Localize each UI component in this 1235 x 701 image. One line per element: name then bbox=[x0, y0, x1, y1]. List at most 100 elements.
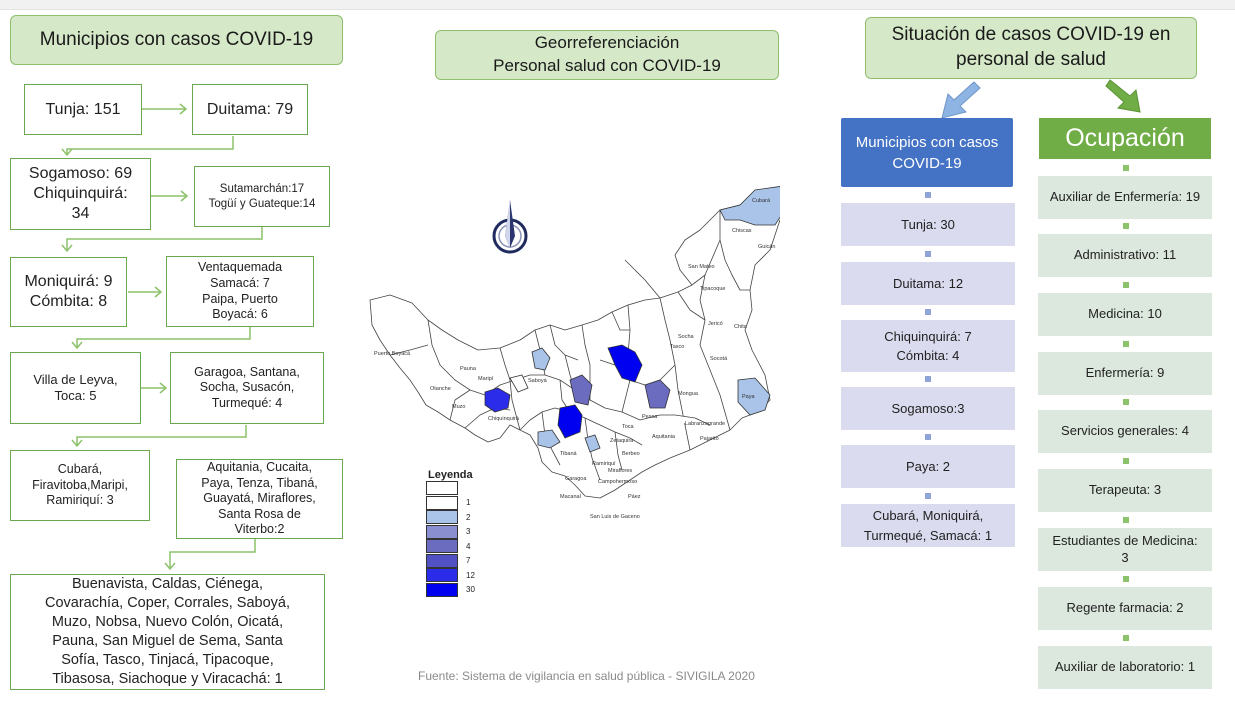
legend-item bbox=[426, 481, 496, 496]
map-label-ramiriqui: Ramiriquí bbox=[592, 461, 616, 467]
source-text: Fuente: Sistema de vigilancia en salud p… bbox=[418, 669, 755, 683]
occupation-item: Servicios generales: 4 bbox=[1038, 410, 1212, 453]
legend-item: 30 bbox=[426, 582, 496, 598]
map-label-maripi: Maripí bbox=[478, 376, 494, 382]
legend-swatch bbox=[426, 481, 458, 496]
map-region-tunja bbox=[557, 404, 583, 439]
muni-box-sutamarchan: Sutamarchán:17 Togüí y Guateque:14 bbox=[194, 166, 330, 227]
map-label-miraflores: Miraflores bbox=[608, 468, 632, 474]
legend-label: 30 bbox=[466, 585, 475, 595]
connector-dot bbox=[1123, 223, 1129, 229]
map-label-mongua: Mongua bbox=[678, 391, 699, 397]
legend-swatch bbox=[426, 568, 458, 583]
muni-header: Municipios con casos COVID-19 bbox=[841, 118, 1013, 187]
muni-box-tunja: Tunja: 151 bbox=[24, 84, 142, 135]
map-label-socota: Socotá bbox=[710, 356, 728, 362]
muni-box-sogamoso: Sogamoso: 69 Chiquinquirá: 34 bbox=[10, 158, 151, 230]
connector-dot bbox=[1123, 341, 1129, 347]
right-title-banner: Situación de casos COVID-19 en personal … bbox=[865, 17, 1197, 79]
top-border bbox=[0, 0, 1235, 10]
map-label-pesca: Pesca bbox=[642, 414, 658, 420]
map-label-garagoa: Garagoa bbox=[565, 476, 587, 482]
legend-items: 1 2 3 4 7 12 30 bbox=[426, 481, 496, 597]
muni-item: Duitama: 12 bbox=[841, 262, 1015, 305]
legend-item: 3 bbox=[426, 524, 496, 540]
connector-dot bbox=[925, 192, 931, 198]
map-region-turmeque bbox=[584, 434, 601, 453]
legend-item: 1 bbox=[426, 495, 496, 511]
map-label-guican: Guicán bbox=[758, 244, 775, 250]
muni-item: Cubará, Moniquirá, Turmequé, Samacá: 1 bbox=[841, 504, 1015, 547]
connector-dot bbox=[925, 251, 931, 257]
connector-dot bbox=[925, 493, 931, 499]
map-label-zetaquira: Zetaquira bbox=[610, 438, 634, 444]
connector-dot bbox=[1123, 517, 1129, 523]
legend-item: 2 bbox=[426, 510, 496, 525]
map-label-socha: Socha bbox=[678, 334, 695, 340]
map-label-chiquinquira: Chiquinquirá bbox=[488, 416, 520, 422]
map-label-tibana: Tibaná bbox=[560, 451, 578, 457]
muni-box-moniquira: Moniquirá: 9 Cómbita: 8 bbox=[10, 257, 127, 327]
map-region-moniquira bbox=[531, 347, 551, 371]
right-title: Situación de casos COVID-19 en personal … bbox=[891, 24, 1171, 70]
map-region-sogamoso bbox=[644, 379, 671, 409]
legend-item: 7 bbox=[426, 553, 496, 569]
map-label-tipacoque: Tipacoque bbox=[700, 286, 725, 292]
map-region-chiquinquira bbox=[484, 387, 511, 413]
boyaca-map: Cubará Chiscas Guicán Puerto Boyacá Paya… bbox=[369, 186, 780, 520]
map-label-pajarito: Pajarito bbox=[700, 436, 719, 442]
center-title-line1: Georreferenciación bbox=[534, 33, 680, 53]
occupation-item: Enfermería: 9 bbox=[1038, 352, 1212, 395]
muni-box-villa-de-leyva: Villa de Leyva, Toca: 5 bbox=[10, 352, 141, 424]
legend-title: Leyenda bbox=[428, 470, 473, 481]
legend-swatch bbox=[426, 539, 458, 554]
left-title-banner: Municipios con casos COVID-19 bbox=[10, 15, 343, 65]
map-label-chita: Chita bbox=[734, 324, 748, 330]
legend-swatch bbox=[426, 553, 458, 568]
muni-box-aquitania: Aquitania, Cucaita, Paya, Tenza, Tibaná,… bbox=[176, 459, 343, 539]
map-label-toca: Toca bbox=[622, 424, 635, 430]
map-label-berbeo: Berbeo bbox=[622, 451, 640, 457]
muni-item: Paya: 2 bbox=[841, 445, 1015, 488]
occupation-item: Administrativo: 11 bbox=[1038, 234, 1212, 277]
map-label-san-mateo: San Mateo bbox=[688, 264, 715, 270]
map-region-combita bbox=[569, 374, 593, 406]
occupation-item: Estudiantes de Medicina: 3 bbox=[1038, 528, 1212, 571]
legend-label: 12 bbox=[466, 570, 475, 580]
muni-box-duitama: Duitama: 79 bbox=[192, 84, 308, 135]
legend-swatch bbox=[426, 582, 458, 597]
legend-label: 7 bbox=[466, 556, 471, 566]
occupation-item: Auxiliar de laboratorio: 1 bbox=[1038, 646, 1212, 689]
connector-dot bbox=[1123, 399, 1129, 405]
map-label-muzo: Muzo bbox=[452, 404, 465, 410]
legend-label: 2 bbox=[466, 512, 471, 522]
legend-label: 4 bbox=[466, 541, 471, 551]
connector-dot bbox=[1123, 282, 1129, 288]
legend-swatch bbox=[426, 495, 458, 510]
map-label-cubara: Cubará bbox=[752, 198, 771, 204]
map-label-san-luis: San Luis de Gaceno bbox=[590, 514, 640, 520]
map-label-otanche: Otanche bbox=[430, 386, 451, 392]
muni-box-ventaquemada: Ventaquemada Samacá: 7 Paipa, Puerto Boy… bbox=[166, 256, 314, 327]
occupation-item: Terapeuta: 3 bbox=[1038, 469, 1212, 512]
connector-dot bbox=[925, 376, 931, 382]
map-label-macanal: Macanal bbox=[560, 494, 581, 500]
muni-item: Chiquinquirá: 7 Cómbita: 4 bbox=[841, 320, 1015, 372]
connector-dot bbox=[1123, 458, 1129, 464]
map-region-paya bbox=[737, 377, 771, 416]
map-label-paya: Paya bbox=[742, 394, 755, 400]
muni-box-buenavista: Buenavista, Caldas, Ciénega, Covarachía,… bbox=[10, 574, 325, 690]
left-title: Municipios con casos COVID-19 bbox=[39, 29, 314, 50]
map-label-paez: Páez bbox=[628, 494, 641, 500]
legend-swatch bbox=[426, 510, 458, 525]
muni-item: Sogamoso:3 bbox=[841, 387, 1015, 430]
occupation-header: Ocupación bbox=[1039, 118, 1211, 159]
map-label-saboya: Saboyá bbox=[528, 378, 548, 384]
connector-dot bbox=[925, 309, 931, 315]
map-label-puerto-boyaca: Puerto Boyacá bbox=[374, 351, 411, 357]
map-label-jerico: Jericó bbox=[708, 321, 723, 327]
map-label-pauna: Pauna bbox=[460, 366, 477, 372]
occupation-item: Medicina: 10 bbox=[1038, 293, 1212, 336]
map-region-saboya bbox=[509, 374, 529, 393]
occupation-item: Regente farmacia: 2 bbox=[1038, 587, 1212, 630]
